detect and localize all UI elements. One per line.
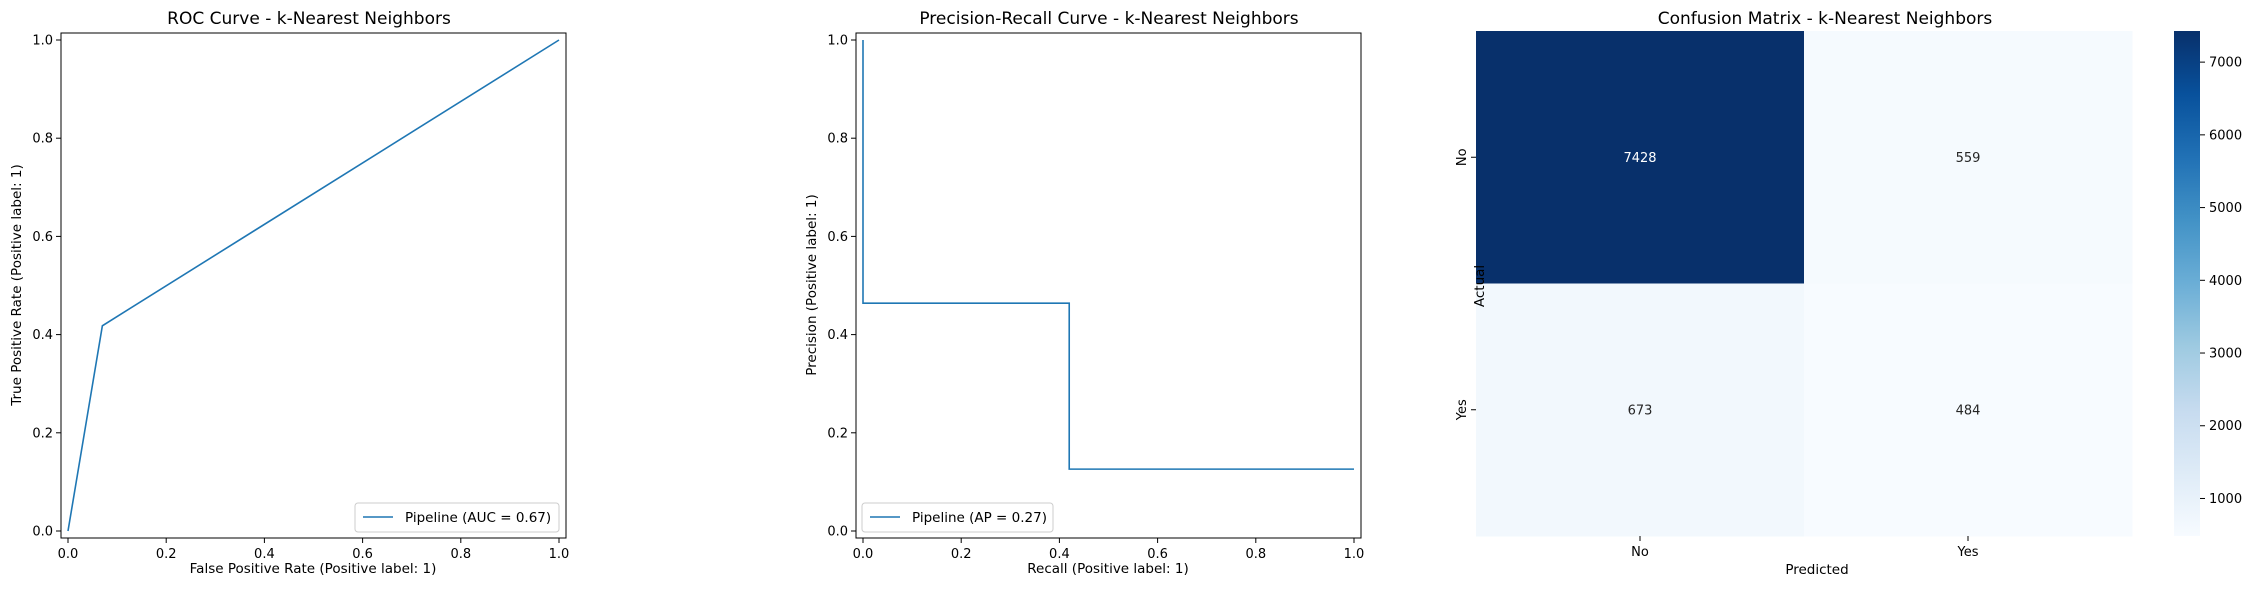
roc-y-axis-label: True Positive Rate (Positive label: 1) <box>9 164 25 407</box>
pr-y-tick-label: 0.6 <box>827 230 848 245</box>
cm-value-no-yes: 559 <box>1956 151 1981 166</box>
roc-x-tick-label: 1.0 <box>549 547 570 562</box>
cm-value-yes-no: 673 <box>1628 403 1653 418</box>
colorbar-tick-label: 3000 <box>2209 347 2242 362</box>
roc-y-ticks: 0.0 0.2 0.4 0.6 0.8 1.0 <box>32 34 61 540</box>
cm-y-tick-label-no: No <box>1455 148 1470 166</box>
roc-x-tick-label: 0.6 <box>352 547 373 562</box>
cm-y-axis-label: Actual <box>1472 265 1488 307</box>
roc-legend-label: Pipeline (AUC = 0.67) <box>405 510 551 526</box>
cm-y-tick-label-yes: Yes <box>1455 399 1470 421</box>
colorbar-tick-label: 6000 <box>2209 128 2242 143</box>
colorbar-tick-label: 1000 <box>2209 492 2242 507</box>
roc-title: ROC Curve - k-Nearest Neighbors <box>167 9 451 29</box>
roc-x-tick-label: 0.4 <box>254 547 275 562</box>
pr-legend: Pipeline (AP = 0.27) <box>861 502 1054 533</box>
cm-cell-yes-no <box>1476 283 1805 537</box>
cm-value-yes-yes: 484 <box>1956 403 1981 418</box>
pr-y-tick-label: 0.8 <box>827 132 848 147</box>
pr-y-tick-label: 1.0 <box>827 34 848 49</box>
roc-x-axis-label: False Positive Rate (Positive label: 1) <box>190 561 437 577</box>
pr-plot-area <box>855 32 1362 539</box>
colorbar-tick-label: 4000 <box>2209 274 2242 289</box>
pr-y-tick-label: 0.2 <box>827 426 848 441</box>
roc-y-tick-label: 0.4 <box>32 328 53 343</box>
roc-curve-line <box>67 39 560 532</box>
roc-y-tick-label: 0.2 <box>32 426 53 441</box>
pr-y-ticks: 0.0 0.2 0.4 0.6 0.8 1.0 <box>827 34 856 540</box>
pr-x-ticks: 0.0 0.2 0.4 0.6 0.8 1.0 <box>853 538 1365 562</box>
roc-legend: Pipeline (AUC = 0.67) <box>354 502 560 533</box>
roc-y-tick-label: 0.6 <box>32 230 53 245</box>
colorbar <box>2174 31 2200 536</box>
roc-legend-box <box>354 502 560 533</box>
colorbar-tick-label: 7000 <box>2209 56 2242 71</box>
pr-panel: Precision-Recall Curve - k-Nearest Neigh… <box>804 9 1364 577</box>
roc-x-tick-label: 0.2 <box>156 547 177 562</box>
pr-curve-line <box>862 40 1354 470</box>
pr-y-axis-label: Precision (Positive label: 1) <box>804 194 820 375</box>
pr-x-tick-label: 1.0 <box>1344 547 1365 562</box>
cm-x-axis-label: Predicted <box>1785 562 1848 578</box>
roc-y-tick-label: 0.8 <box>32 132 53 147</box>
roc-plot-area <box>60 32 567 539</box>
roc-x-ticks: 0.0 0.2 0.4 0.6 0.8 1.0 <box>58 538 570 562</box>
roc-panel: ROC Curve - k-Nearest Neighbors 0.0 0.2 … <box>9 9 569 577</box>
pr-x-tick-label: 0.0 <box>853 547 874 562</box>
pr-legend-label: Pipeline (AP = 0.27) <box>912 510 1047 526</box>
pr-legend-box <box>861 502 1054 533</box>
colorbar-ticks: 1000 2000 3000 4000 5000 6000 7000 <box>2200 56 2242 507</box>
cm-x-tick-label-no: No <box>1631 545 1649 560</box>
pr-x-tick-label: 0.4 <box>1049 547 1070 562</box>
roc-x-tick-label: 0.8 <box>450 547 471 562</box>
pr-x-tick-label: 0.8 <box>1245 547 1266 562</box>
roc-x-tick-label: 0.0 <box>58 547 79 562</box>
roc-y-tick-label: 0.0 <box>32 525 53 540</box>
cm-x-tick-label-yes: Yes <box>1957 545 1979 560</box>
cm-cell-no-no <box>1476 31 1805 284</box>
cm-cell-yes-yes <box>1804 283 2133 537</box>
confusion-matrix-panel: Confusion Matrix - k-Nearest Neighbors 7… <box>1455 9 2242 578</box>
pr-title: Precision-Recall Curve - k-Nearest Neigh… <box>919 9 1298 29</box>
pr-x-tick-label: 0.6 <box>1147 547 1168 562</box>
roc-y-tick-label: 1.0 <box>32 34 53 49</box>
colorbar-tick-label: 2000 <box>2209 419 2242 434</box>
pr-y-tick-label: 0.4 <box>827 328 848 343</box>
cm-value-no-no: 7428 <box>1623 151 1656 166</box>
colorbar-tick-label: 5000 <box>2209 201 2242 216</box>
pr-x-axis-label: Recall (Positive label: 1) <box>1027 561 1189 577</box>
cm-title: Confusion Matrix - k-Nearest Neighbors <box>1658 9 1993 29</box>
pr-y-tick-label: 0.0 <box>827 525 848 540</box>
cm-cell-no-yes <box>1804 31 2133 284</box>
pr-x-tick-label: 0.2 <box>951 547 972 562</box>
